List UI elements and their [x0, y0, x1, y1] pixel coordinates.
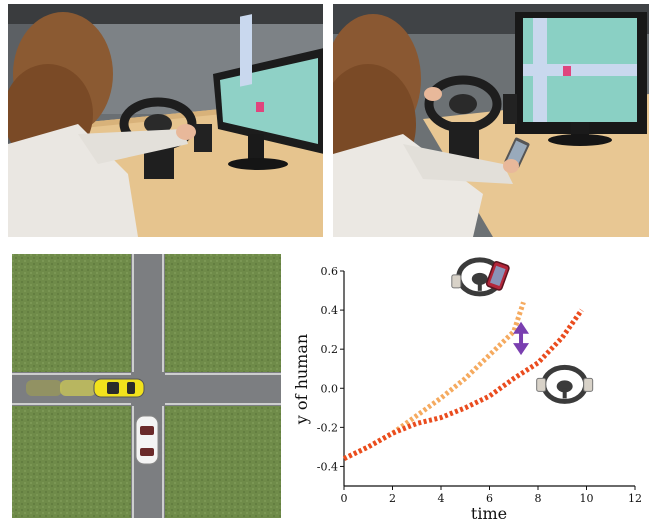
series-lines — [342, 301, 584, 461]
y-tick-label: 0.4 — [321, 304, 339, 317]
photo-driver-hands-on-wheel — [8, 4, 323, 237]
driving-simulation-intersection — [12, 254, 281, 518]
wheel-with-hands-icon — [536, 364, 594, 404]
x-tick-labels: 0 2 4 6 8 10 12 — [341, 486, 642, 505]
chart-y-of-human-vs-time: 0 2 4 6 8 10 12 -0.4 -0.2 0.0 0.2 0.4 0.6 time y of… — [285, 246, 654, 523]
y-axis-label: y of human — [292, 334, 311, 425]
human-car-trail — [26, 380, 96, 396]
annotations — [451, 257, 594, 404]
series-line-distracted-driver — [342, 301, 526, 461]
x-tick-label: 4 — [438, 492, 445, 505]
x-axis-label: time — [471, 504, 507, 523]
series-line-attentive-driver — [342, 308, 584, 461]
y-tick-label: 0.0 — [321, 382, 339, 395]
y-tick-label: -0.2 — [317, 421, 338, 434]
robot-car — [135, 415, 159, 465]
photo-driver-using-phone — [333, 4, 649, 237]
y-tick-label: 0.6 — [321, 265, 339, 278]
human-car — [93, 378, 145, 398]
y-tick-labels: -0.4 -0.2 0.0 0.2 0.4 0.6 — [317, 265, 344, 473]
y-tick-label: -0.4 — [317, 460, 338, 473]
y-tick-label: 0.2 — [321, 343, 339, 356]
x-tick-label: 2 — [389, 492, 396, 505]
x-tick-label: 6 — [486, 492, 493, 505]
x-tick-label: 8 — [535, 492, 542, 505]
difference-double-arrow — [513, 321, 530, 356]
x-tick-label: 10 — [580, 492, 594, 505]
wheel-with-phone-icon — [451, 257, 510, 297]
x-tick-label: 0 — [341, 492, 348, 505]
x-tick-label: 12 — [628, 492, 642, 505]
